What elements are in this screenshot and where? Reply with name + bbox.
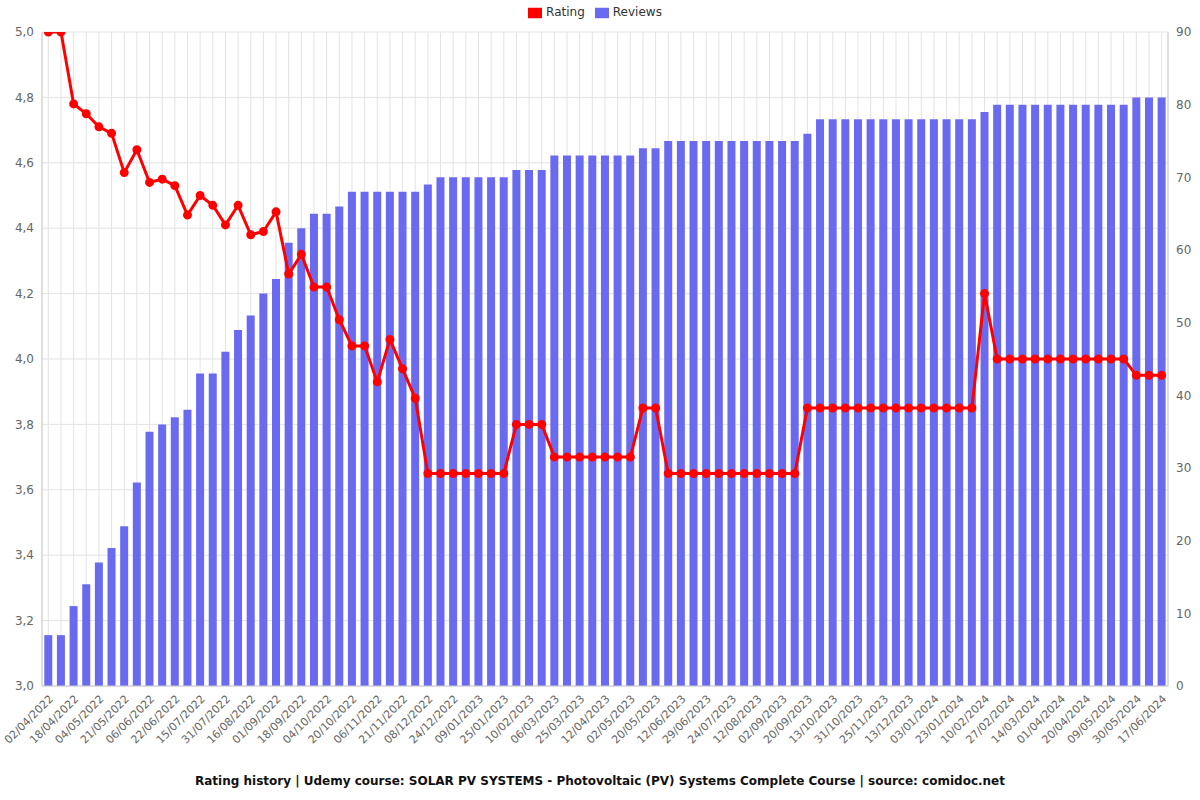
svg-text:08/12/2022: 08/12/2022 bbox=[381, 692, 436, 747]
html-text:Reviews: Reviews bbox=[612, 5, 662, 19]
svg-text:13/10/2023: 13/10/2023 bbox=[786, 692, 841, 747]
svg-text:20: 20 bbox=[1176, 534, 1191, 548]
svg-text:3,8: 3,8 bbox=[15, 418, 34, 432]
svg-text:30: 30 bbox=[1176, 461, 1191, 475]
svg-text:4,6: 4,6 bbox=[15, 156, 34, 170]
svg-text:06/11/2022: 06/11/2022 bbox=[330, 692, 385, 747]
svg-text:24/07/2023: 24/07/2023 bbox=[685, 692, 740, 747]
html-text:Rating history | Udemy course:: Rating history | Udemy course: SOLAR PV … bbox=[195, 774, 1005, 788]
svg-text:21/11/2022: 21/11/2022 bbox=[356, 692, 411, 747]
svg-text:3,6: 3,6 bbox=[15, 483, 34, 497]
svg-text:20/09/2023: 20/09/2023 bbox=[761, 692, 816, 747]
svg-text:25/01/2023: 25/01/2023 bbox=[457, 692, 512, 747]
svg-text:17/06/2024: 17/06/2024 bbox=[1115, 692, 1169, 746]
svg-text:10/02/2024: 10/02/2024 bbox=[938, 692, 993, 747]
svg-text:12/04/2023: 12/04/2023 bbox=[558, 692, 613, 747]
svg-text:31/07/2022: 31/07/2022 bbox=[179, 692, 234, 747]
svg-text:4,8: 4,8 bbox=[15, 91, 34, 105]
svg-text:16/08/2022: 16/08/2022 bbox=[204, 692, 259, 747]
svg-text:04/05/2022: 04/05/2022 bbox=[52, 692, 107, 747]
svg-text:20/04/2024: 20/04/2024 bbox=[1039, 692, 1094, 747]
svg-text:09/01/2023: 09/01/2023 bbox=[432, 692, 487, 747]
svg-text:25/11/2023: 25/11/2023 bbox=[837, 692, 891, 747]
svg-text:5,0: 5,0 bbox=[15, 25, 34, 39]
svg-text:06/03/2023: 06/03/2023 bbox=[508, 692, 562, 747]
svg-text:30/05/2024: 30/05/2024 bbox=[1090, 692, 1144, 747]
svg-text:0: 0 bbox=[1176, 679, 1184, 693]
svg-text:24/12/2022: 24/12/2022 bbox=[406, 692, 461, 747]
svg-text:12/06/2023: 12/06/2023 bbox=[634, 692, 689, 747]
svg-text:3,2: 3,2 bbox=[15, 614, 34, 628]
svg-text:09/05/2024: 09/05/2024 bbox=[1064, 692, 1119, 747]
svg-text:12/08/2023: 12/08/2023 bbox=[710, 692, 765, 747]
svg-text:18/04/2022: 18/04/2022 bbox=[27, 692, 82, 747]
svg-text:4,4: 4,4 bbox=[15, 221, 34, 235]
svg-text:02/09/2023: 02/09/2023 bbox=[735, 692, 790, 747]
svg-text:14/03/2024: 14/03/2024 bbox=[988, 692, 1043, 747]
svg-text:13/12/2023: 13/12/2023 bbox=[862, 692, 917, 747]
svg-text:60: 60 bbox=[1176, 243, 1191, 257]
svg-text:01/04/2024: 01/04/2024 bbox=[1014, 692, 1069, 747]
svg-text:06/06/2022: 06/06/2022 bbox=[103, 692, 158, 747]
svg-text:29/06/2023: 29/06/2023 bbox=[659, 692, 714, 747]
svg-text:70: 70 bbox=[1176, 171, 1191, 185]
svg-text:27/02/2024: 27/02/2024 bbox=[963, 692, 1018, 747]
svg-text:02/05/2023: 02/05/2023 bbox=[583, 692, 638, 747]
svg-text:4,0: 4,0 bbox=[15, 352, 34, 366]
svg-text:22/06/2022: 22/06/2022 bbox=[128, 692, 183, 747]
html-text:Rating: Rating bbox=[546, 5, 585, 19]
svg-text:25/03/2023: 25/03/2023 bbox=[533, 692, 588, 747]
svg-text:31/10/2023: 31/10/2023 bbox=[811, 692, 866, 747]
svg-text:23/01/2024: 23/01/2024 bbox=[912, 692, 967, 747]
svg-text:10/02/2023: 10/02/2023 bbox=[482, 692, 537, 747]
svg-text:20/05/2023: 20/05/2023 bbox=[609, 692, 664, 747]
svg-text:80: 80 bbox=[1176, 98, 1191, 112]
svg-text:03/01/2024: 03/01/2024 bbox=[887, 692, 942, 747]
svg-text:01/09/2022: 01/09/2022 bbox=[229, 692, 284, 747]
svg-text:15/07/2022: 15/07/2022 bbox=[153, 692, 208, 747]
svg-text:3,0: 3,0 bbox=[15, 679, 34, 693]
svg-text:40: 40 bbox=[1176, 389, 1191, 403]
svg-text:90: 90 bbox=[1176, 25, 1191, 39]
svg-text:18/09/2022: 18/09/2022 bbox=[255, 692, 309, 747]
svg-text:10: 10 bbox=[1176, 607, 1191, 621]
svg-text:3,4: 3,4 bbox=[15, 548, 34, 562]
svg-text:4,2: 4,2 bbox=[15, 287, 34, 301]
svg-text:21/05/2022: 21/05/2022 bbox=[77, 692, 132, 747]
svg-text:20/10/2022: 20/10/2022 bbox=[305, 692, 360, 747]
svg-text:04/10/2022: 04/10/2022 bbox=[280, 692, 335, 747]
svg-text:50: 50 bbox=[1176, 316, 1191, 330]
